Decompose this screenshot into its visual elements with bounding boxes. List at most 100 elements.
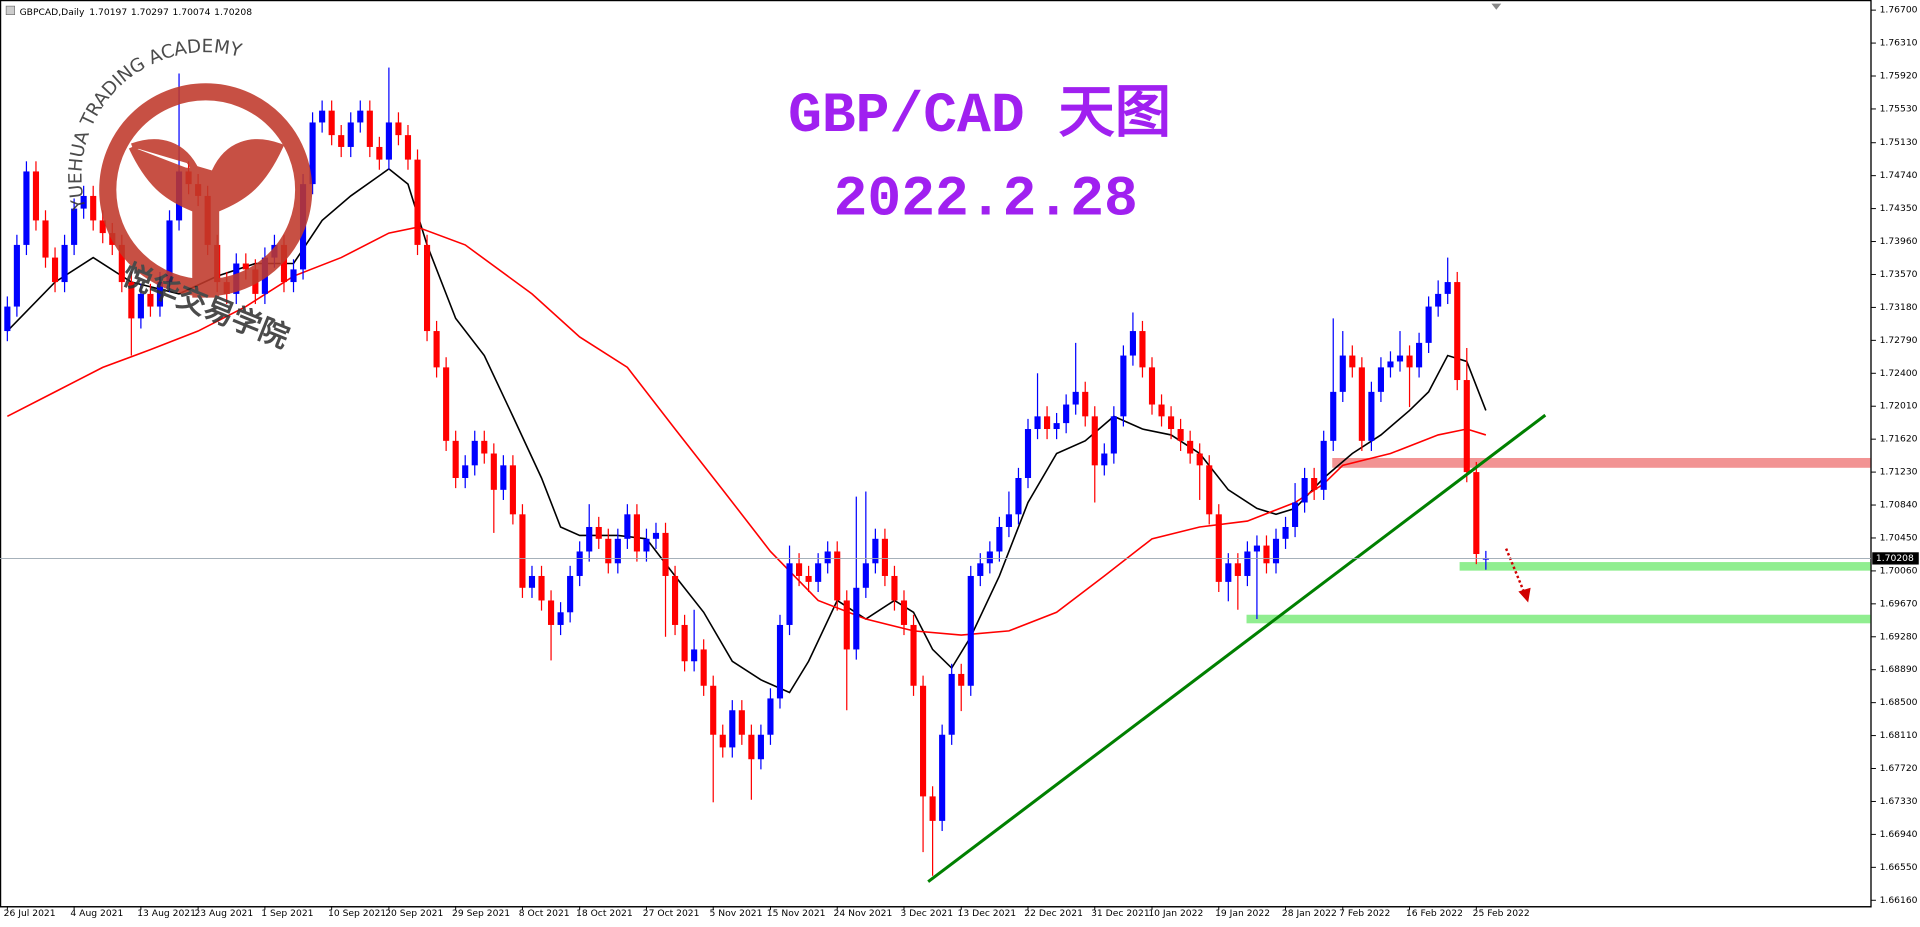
- x-tick-label: 5 Nov 2021: [710, 908, 763, 919]
- header-close: 1.70208: [214, 7, 252, 18]
- x-tick-label: 20 Sep 2021: [385, 908, 443, 919]
- candle-body: [376, 146, 383, 160]
- candle-body: [385, 122, 392, 160]
- y-tick-label: 1.70450: [1880, 532, 1918, 543]
- x-tick-label: 15 Nov 2021: [767, 908, 826, 919]
- current-price-box: [1872, 552, 1919, 565]
- y-tick-label: 1.67330: [1880, 796, 1918, 807]
- y-tick-label: 1.71230: [1880, 467, 1918, 478]
- candle-body: [61, 244, 68, 283]
- candle-body: [843, 600, 850, 650]
- x-tick-label: 3 Dec 2021: [900, 908, 953, 919]
- y-tick-label: 1.73180: [1880, 302, 1918, 313]
- x-tick-label: 4 Aug 2021: [70, 908, 123, 919]
- candle-body: [319, 110, 326, 123]
- y-tick-label: 1.68890: [1880, 664, 1918, 675]
- candle-body: [366, 110, 373, 147]
- candle-body: [1463, 380, 1470, 473]
- candle-body: [1320, 440, 1327, 490]
- candle-body: [1282, 526, 1289, 539]
- y-tick-label: 1.76700: [1880, 5, 1918, 16]
- candle-body: [1358, 367, 1365, 441]
- candle-body: [729, 710, 736, 748]
- x-tick-label: 7 Feb 2022: [1339, 908, 1390, 919]
- candle-body: [166, 220, 173, 283]
- resistance-zone: [1332, 457, 1872, 468]
- candle-body: [32, 171, 40, 221]
- candle-body: [118, 244, 125, 283]
- support-zone: [1246, 614, 1872, 624]
- x-tick-label: 19 Jan 2022: [1215, 908, 1270, 919]
- candle-body: [891, 575, 898, 601]
- candle-body: [633, 514, 640, 552]
- x-tick-label: 10 Jan 2022: [1148, 908, 1203, 919]
- price-axis-bg: [1871, 0, 1920, 908]
- candle-body: [519, 514, 526, 588]
- candle-body: [395, 122, 402, 136]
- candle-body: [624, 514, 631, 539]
- y-tick-label: 1.75530: [1880, 103, 1918, 114]
- candle-body: [547, 600, 555, 625]
- candle-body: [80, 195, 87, 209]
- y-tick-label: 1.73960: [1880, 236, 1918, 247]
- header-open: 1.70197: [89, 7, 127, 18]
- candle-body: [1034, 416, 1041, 430]
- candle-body: [1396, 355, 1404, 362]
- y-tick-label: 1.69280: [1880, 631, 1918, 642]
- candle-body: [509, 465, 516, 515]
- candle-body: [824, 551, 831, 564]
- candle-body: [538, 575, 545, 601]
- candle-body: [1063, 404, 1070, 424]
- candle-body: [595, 526, 602, 539]
- header-icon: [5, 5, 15, 16]
- candle-body: [23, 171, 30, 245]
- candle-layer: [4, 67, 1489, 876]
- candle-body: [900, 600, 908, 625]
- candle-body: [433, 331, 440, 368]
- x-tick-label: 22 Dec 2021: [1024, 908, 1083, 919]
- candle-body: [1339, 355, 1346, 392]
- candle-body: [1110, 416, 1117, 454]
- candle-body: [90, 195, 97, 221]
- x-tick-label: 27 Oct 2021: [643, 908, 700, 919]
- candle-body: [1139, 331, 1146, 368]
- candle-body: [1091, 416, 1098, 466]
- candle-body: [290, 269, 297, 283]
- candle-body: [404, 135, 412, 160]
- candle-body: [1244, 551, 1251, 576]
- chart-title: GBP/CAD 天图: [788, 84, 1171, 148]
- candle-body: [958, 673, 965, 686]
- candle-body: [1044, 416, 1051, 430]
- candle-body: [242, 263, 249, 270]
- y-tick-label: 1.68110: [1880, 730, 1918, 741]
- candle-body: [338, 135, 345, 147]
- y-tick-label: 1.76310: [1880, 38, 1918, 49]
- candle-body: [1101, 453, 1108, 466]
- candle-body: [1253, 545, 1260, 552]
- candle-body: [652, 532, 660, 539]
- candle-body: [137, 293, 144, 319]
- candle-body: [1177, 429, 1184, 441]
- y-tick-label: 1.66940: [1880, 829, 1918, 840]
- y-tick-label: 1.75130: [1880, 137, 1918, 148]
- candle-body: [805, 575, 812, 582]
- candle-body: [443, 367, 450, 441]
- header-text: GBPCAD,Daily 1.70197 1.70297 1.70074 1.70208: [20, 7, 253, 18]
- candle-body: [500, 465, 507, 490]
- header-low: 1.70074: [173, 7, 211, 18]
- candle-body: [128, 282, 135, 319]
- x-tick-label: 13 Dec 2021: [958, 908, 1017, 919]
- candle-body: [1368, 391, 1375, 441]
- candle-body: [1225, 563, 1232, 582]
- candle-body: [280, 244, 288, 283]
- x-tick-label: 16 Feb 2022: [1406, 908, 1463, 919]
- candle-body: [1406, 355, 1413, 368]
- candle-body: [1435, 293, 1442, 307]
- shift-marker: [1491, 3, 1502, 10]
- candle-body: [147, 293, 154, 307]
- y-tick-label: 1.72010: [1880, 401, 1918, 412]
- header-high: 1.70297: [131, 7, 169, 18]
